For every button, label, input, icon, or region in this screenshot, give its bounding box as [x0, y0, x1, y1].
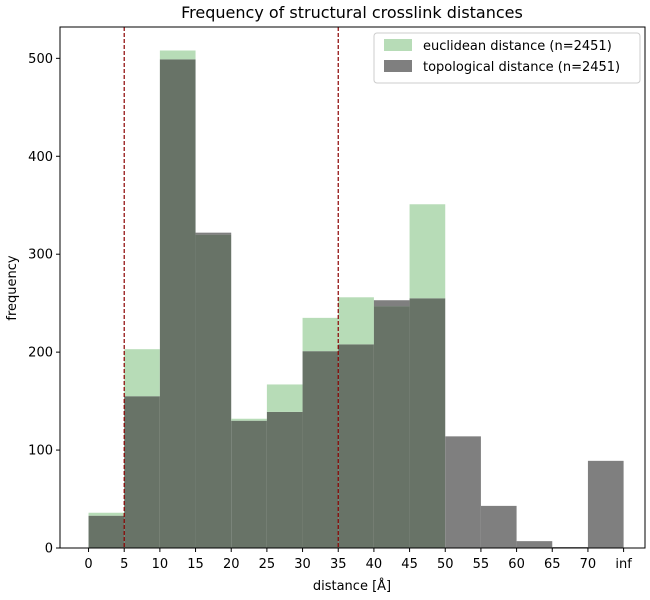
bar-topological	[480, 505, 517, 548]
x-tick-label: 40	[366, 557, 383, 572]
x-tick-label: 65	[544, 557, 561, 572]
legend-swatch-topological	[384, 60, 412, 72]
bar-overlap	[266, 411, 303, 548]
bar-topological	[587, 460, 624, 548]
x-tick-label: 10	[152, 557, 169, 572]
x-tick-label: 0	[84, 557, 92, 572]
legend-box	[373, 32, 641, 84]
bar-euclidean	[88, 512, 125, 516]
y-tick-label: 500	[28, 52, 53, 67]
bar-euclidean	[302, 317, 339, 352]
bar-overlap	[302, 351, 339, 548]
bar-topological	[445, 436, 481, 548]
bar-overlap	[124, 396, 160, 548]
bar-overlap	[195, 234, 232, 548]
y-tick-label: 400	[28, 150, 53, 165]
plot-frame	[59, 26, 646, 549]
y-tick-label: 0	[45, 542, 53, 557]
legend: euclidean distance (n=2451) topological …	[373, 32, 641, 84]
x-tick-label: inf	[615, 557, 632, 572]
bar-overlap	[338, 344, 374, 548]
bars-layer	[88, 50, 624, 549]
y-tick-label: 100	[28, 444, 53, 459]
y-axis-ticks: 0 100 200 300 400 500	[28, 52, 60, 557]
chart-title: Frequency of structural crosslink distan…	[181, 3, 523, 22]
bar-euclidean	[231, 418, 267, 421]
legend-label-euclidean: euclidean distance (n=2451)	[423, 39, 612, 54]
x-tick-label: 20	[223, 557, 240, 572]
x-tick-label: 60	[508, 557, 525, 572]
x-axis-ticks: 0 5 10 15 20 25 30 35 40 45 50 55 60 65 70 inf	[84, 548, 632, 572]
x-tick-label: 50	[437, 557, 454, 572]
bar-topological	[516, 541, 553, 548]
bar-topological	[195, 232, 232, 235]
x-tick-label: 15	[187, 557, 204, 572]
x-tick-label: 25	[259, 557, 276, 572]
bar-overlap	[231, 420, 267, 548]
bar-euclidean	[266, 384, 303, 412]
reference-lines	[123, 27, 339, 548]
bar-euclidean	[338, 297, 374, 345]
bar-euclidean	[409, 204, 446, 299]
y-tick-label: 200	[28, 346, 53, 361]
x-tick-label: 35	[330, 557, 347, 572]
bar-overlap	[88, 515, 125, 548]
x-tick-label: 45	[401, 557, 418, 572]
x-tick-label: 70	[580, 557, 597, 572]
bar-overlap	[373, 306, 410, 548]
bar-overlap	[409, 298, 446, 548]
legend-swatch-euclidean	[384, 39, 412, 51]
x-tick-label: 55	[473, 557, 490, 572]
x-tick-label: 5	[120, 557, 128, 572]
legend-label-topological: topological distance (n=2451)	[423, 60, 620, 75]
bar-euclidean	[124, 349, 160, 397]
y-axis-label: frequency	[5, 255, 20, 321]
bar-overlap	[159, 59, 196, 549]
bar-euclidean	[159, 50, 196, 60]
x-axis-label: distance [Å]	[313, 578, 391, 594]
x-tick-label: 30	[294, 557, 311, 572]
y-tick-label: 300	[28, 248, 53, 263]
bar-topological	[373, 300, 410, 307]
